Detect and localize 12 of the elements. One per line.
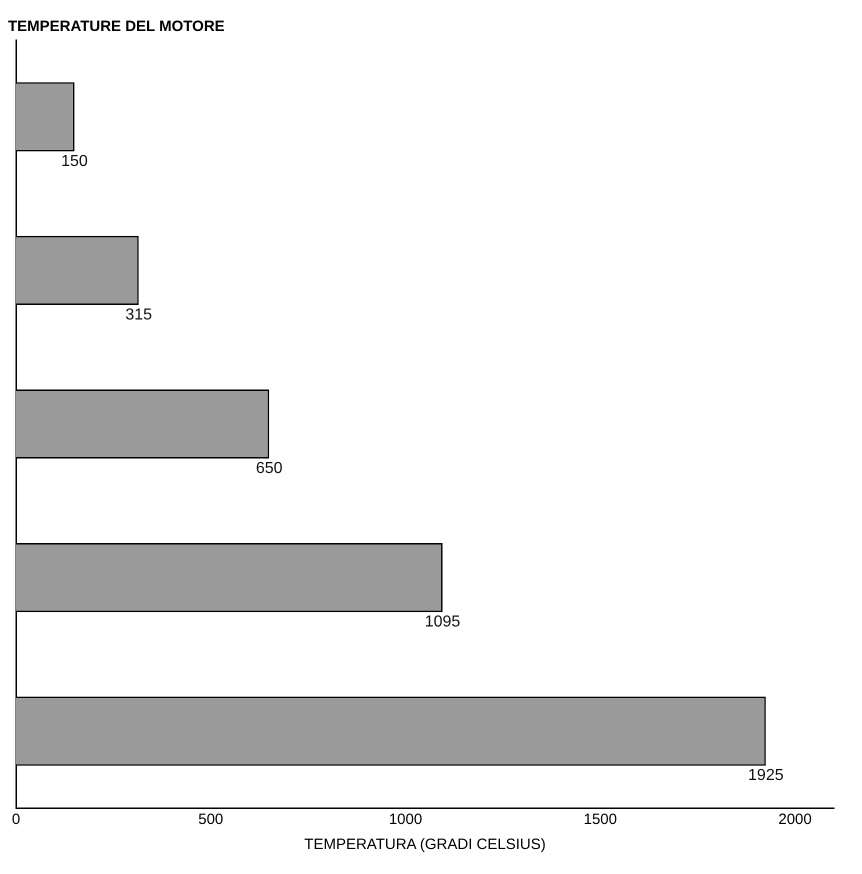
- chart-title: TEMPERATURE DEL MOTORE: [8, 18, 225, 36]
- x-tick-label: 1000: [388, 811, 422, 828]
- data-label: 650: [256, 460, 283, 477]
- data-label: 1095: [424, 614, 460, 631]
- x-tick-label: 2000: [778, 811, 812, 828]
- x-tick-label: 1500: [584, 811, 617, 828]
- data-label: 315: [125, 306, 152, 324]
- x-axis-title: TEMPERATURA (GRADI CELSIUS): [304, 836, 546, 854]
- data-label: 1925: [748, 767, 784, 784]
- x-tick-label: 0: [12, 811, 20, 828]
- data-label: 150: [61, 152, 88, 170]
- x-tick-label: 500: [198, 811, 224, 828]
